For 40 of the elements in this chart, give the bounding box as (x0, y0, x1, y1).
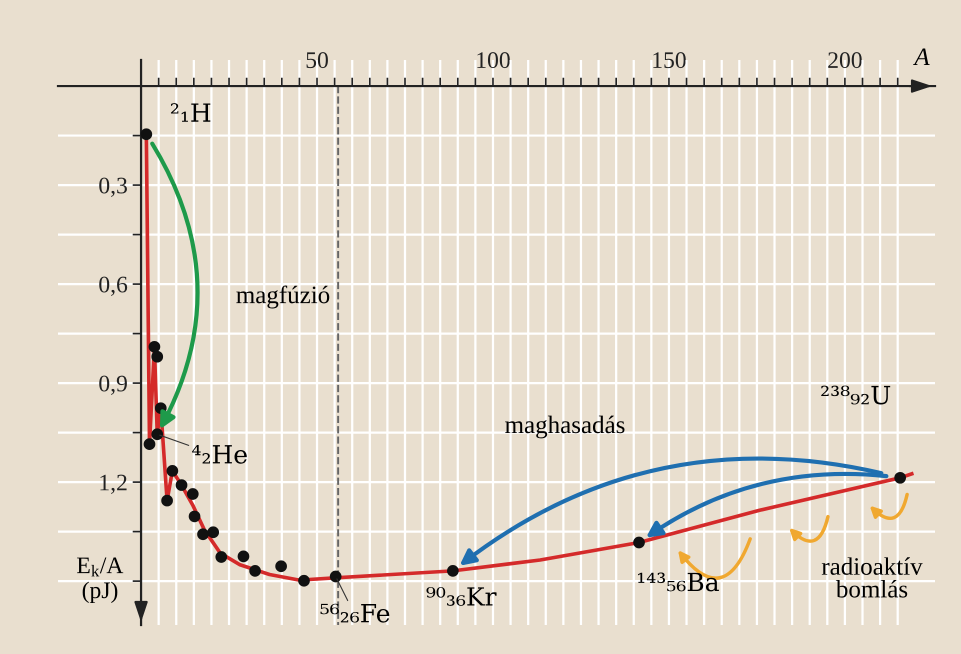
annotation: ⁵⁶₂₆Fe (320, 604, 390, 623)
y-tick-label: 0,6 (99, 276, 128, 296)
point (148, 340, 160, 353)
point (894, 472, 906, 484)
point (207, 526, 220, 538)
annotation: ⁴₂He (192, 445, 247, 464)
x-tick-label: 150 (653, 52, 686, 68)
x-axis-title: A (913, 48, 930, 65)
point (188, 510, 200, 522)
annotation: ¹⁴³₅₆Ba (638, 572, 719, 592)
point (151, 428, 164, 440)
x-tick-label: 100 (477, 52, 510, 68)
point (176, 479, 188, 491)
annotation: ²₁H (170, 103, 210, 122)
y-tick-label: 0,3 (99, 178, 127, 197)
y-axis-title: E$_{k}$/A (pJ) (77, 558, 124, 604)
annotation: ⁹⁰₃₆Kr (426, 587, 497, 606)
y-tick-label: 0,9 (99, 376, 127, 395)
point (330, 570, 342, 582)
annotation: ²³⁸₉₂U (821, 386, 890, 405)
y-tick-label: 1,2 (100, 474, 127, 494)
point (186, 488, 199, 500)
point (144, 438, 156, 450)
point (161, 494, 173, 506)
point (151, 350, 164, 363)
point (249, 565, 261, 577)
annotation: maghasadás (505, 416, 624, 438)
x-tick-label: 200 (828, 52, 862, 68)
point (197, 528, 209, 540)
point (238, 550, 250, 562)
annotation: radioaktív bomlás (822, 557, 923, 598)
point (275, 560, 287, 572)
annotation: magfúzió (236, 286, 330, 308)
point (298, 574, 310, 587)
point (140, 128, 152, 140)
x-tick-label: 50 (306, 52, 328, 68)
point (633, 536, 645, 548)
point (215, 551, 228, 563)
point (166, 465, 178, 477)
point (447, 565, 459, 577)
